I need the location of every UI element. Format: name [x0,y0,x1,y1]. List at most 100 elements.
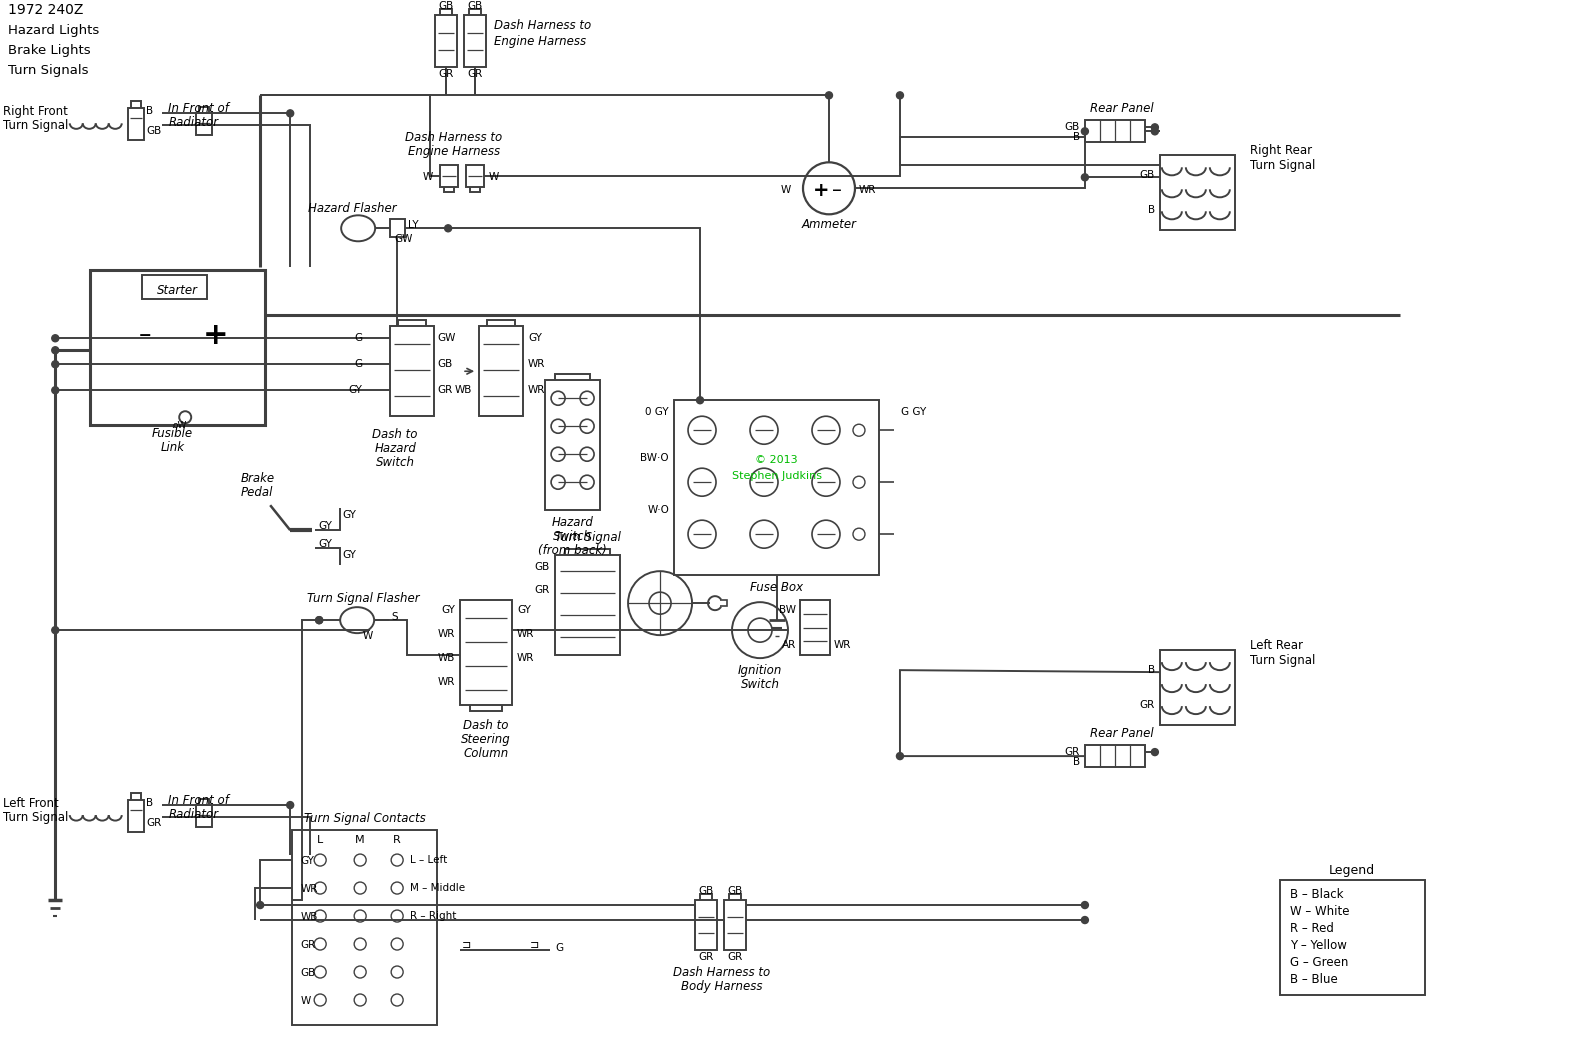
Circle shape [896,753,904,760]
Text: Fuse Box: Fuse Box [750,581,802,593]
Text: GY: GY [529,333,541,344]
Text: G: G [353,359,361,370]
Text: S: S [392,612,398,623]
Text: Turn Signals: Turn Signals [8,64,89,77]
Text: Dash Harness to: Dash Harness to [673,965,771,979]
Circle shape [1151,748,1159,756]
Text: GB: GB [728,886,742,896]
Bar [479,326,524,416]
Text: Turn Signal: Turn Signal [3,811,68,823]
Text: GB: GB [301,968,315,979]
Text: Left Rear: Left Rear [1250,638,1302,652]
Text: Turn Signal Contacts: Turn Signal Contacts [304,812,425,824]
Text: Legend: Legend [1329,864,1375,877]
Text: B: B [1148,205,1154,215]
Text: GY: GY [349,385,361,396]
Text: +: + [202,321,228,350]
Text: WR: WR [301,884,317,894]
Text: Pedal: Pedal [240,486,272,499]
Bar [466,166,484,187]
Bar [196,805,212,828]
Text: Brake Lights: Brake Lights [8,44,91,57]
Circle shape [256,902,264,909]
Text: GR: GR [438,70,454,79]
Text: GR: GR [468,70,482,79]
Text: Fusible: Fusible [153,427,193,439]
Bar [439,166,458,187]
Text: BW: BW [778,605,796,615]
Text: Dash Harness to: Dash Harness to [494,19,591,32]
Circle shape [53,335,59,341]
Text: GY: GY [301,856,314,866]
Text: GW: GW [395,234,412,245]
Text: GB: GB [438,1,454,11]
Text: B: B [1073,132,1079,143]
Text: Turn Signal: Turn Signal [1250,654,1315,666]
Circle shape [315,616,323,624]
Text: GB: GB [438,359,452,370]
Text: 0 GY: 0 GY [645,407,669,417]
Circle shape [287,110,293,117]
Text: Radiator: Radiator [169,116,218,129]
Text: WB: WB [455,385,473,396]
Circle shape [1081,916,1089,923]
Bar [1084,745,1145,767]
Text: Switch: Switch [552,530,592,542]
Bar [724,900,747,950]
Text: GY: GY [318,539,333,550]
Text: Ignition: Ignition [737,663,782,677]
Text: GR: GR [301,940,315,950]
Text: B – Blue: B – Blue [1290,972,1337,986]
Text: Turn Signal: Turn Signal [1250,159,1315,172]
Text: Rear Panel: Rear Panel [1091,102,1154,115]
Text: Switch: Switch [376,456,414,468]
Text: W·O: W·O [648,505,669,515]
Text: R – Right: R – Right [411,911,457,921]
Bar [1280,880,1425,995]
Text: B – Black: B – Black [1290,888,1344,900]
Circle shape [826,92,833,99]
Text: Body Harness: Body Harness [681,980,763,992]
Text: ⊐: ⊐ [462,940,471,950]
Text: (from back): (from back) [538,543,607,557]
Bar [142,275,207,299]
Text: GY: GY [342,551,357,560]
Text: Brake: Brake [240,472,274,485]
Text: WR: WR [529,385,546,396]
Text: GR: GR [728,953,742,962]
Text: WR: WR [529,359,546,370]
Bar [544,380,600,510]
Text: In Front of: In Front of [169,793,229,807]
Text: Engine Harness: Engine Harness [494,34,586,48]
Text: Link: Link [161,440,185,454]
Circle shape [444,225,452,232]
Bar [293,830,438,1025]
Bar [129,108,145,141]
Circle shape [1081,128,1089,135]
Circle shape [896,92,904,99]
Text: Radiator: Radiator [169,808,218,820]
Bar [1161,155,1235,230]
Text: Switch: Switch [740,678,780,690]
Text: W: W [361,631,373,641]
Text: W – White: W – White [1290,905,1350,917]
Text: GR: GR [146,818,161,828]
Text: Left Front: Left Front [3,796,59,810]
Bar [390,326,435,416]
Bar [1084,121,1145,143]
Text: –: – [139,324,151,348]
Text: W: W [423,173,433,182]
Text: W: W [301,996,310,1006]
Circle shape [53,627,59,634]
Text: M – Middle: M – Middle [411,883,465,893]
Text: Starter: Starter [158,284,199,297]
Circle shape [53,361,59,367]
Text: Column: Column [463,746,509,760]
Text: GY: GY [342,510,357,520]
Circle shape [315,616,323,624]
Bar [91,271,266,425]
Circle shape [53,387,59,393]
Text: +: + [814,181,829,200]
Text: GB: GB [468,1,482,11]
Bar [129,801,145,832]
